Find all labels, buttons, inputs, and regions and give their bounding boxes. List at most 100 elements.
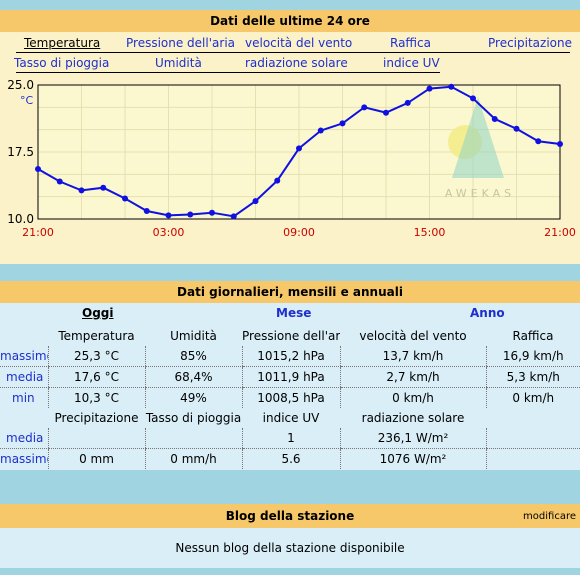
cell: 17,6 °C bbox=[47, 366, 145, 388]
cell: 1015,2 hPa bbox=[241, 346, 340, 367]
table-row: min 10,3 °C 49% 1008,5 hPa 0 km/h 0 km/h bbox=[0, 387, 580, 408]
cell: 2,7 km/h bbox=[339, 366, 486, 388]
y-axis: 25.0 17.5 10.0 °C bbox=[7, 78, 34, 226]
data-point bbox=[122, 195, 128, 202]
col-header: Raffica bbox=[512, 329, 554, 343]
cell: 1 bbox=[241, 428, 340, 449]
data-point bbox=[557, 140, 563, 147]
table-row: media 1 236,1 W/m² bbox=[0, 428, 580, 449]
data-point bbox=[470, 95, 476, 102]
x-tick-label: 21:00 bbox=[544, 226, 576, 239]
row-label: massimo bbox=[0, 452, 48, 466]
tab-precipitazione[interactable]: Precipitazione bbox=[488, 36, 572, 50]
tab-divider-2 bbox=[16, 72, 440, 73]
data-point bbox=[317, 127, 324, 134]
period-today-link[interactable]: Oggi bbox=[82, 306, 114, 320]
data-point bbox=[100, 184, 107, 191]
col-header: indice UV bbox=[262, 411, 320, 425]
section-header-24h: Dati delle ultime 24 ore bbox=[0, 10, 580, 32]
cell: 0 km/h bbox=[485, 387, 580, 408]
cell bbox=[47, 428, 145, 449]
data-point bbox=[296, 145, 302, 152]
cell bbox=[485, 448, 580, 469]
section-header-blog: Blog della stazione bbox=[0, 504, 580, 528]
row-label: media bbox=[0, 428, 48, 449]
data-point bbox=[535, 138, 542, 145]
cell: 5,3 km/h bbox=[485, 366, 580, 388]
row-label: massimo bbox=[0, 346, 48, 367]
data-point bbox=[491, 115, 498, 122]
col-header: Temperatura bbox=[58, 329, 135, 343]
table-header-row: Precipitazione Tasso di pioggia indice U… bbox=[0, 408, 580, 428]
tab-indice-uv[interactable]: indice UV bbox=[383, 56, 440, 70]
data-point bbox=[56, 178, 63, 185]
data-point bbox=[165, 212, 172, 219]
cell: 0 km/h bbox=[339, 387, 486, 408]
data-point bbox=[35, 165, 41, 172]
plot-frame bbox=[37, 84, 561, 220]
awekas-watermark: AWEKAS bbox=[445, 97, 515, 200]
period-month-link[interactable]: Mese bbox=[276, 306, 312, 320]
cell: 16,9 km/h bbox=[485, 346, 580, 367]
col-header: Tasso di pioggia bbox=[145, 411, 242, 425]
y-tick-label: 10.0 bbox=[7, 212, 34, 226]
stats-table-1: Temperatura Umidità Pressione dell'aria … bbox=[0, 326, 580, 408]
tab-umidita[interactable]: Umidità bbox=[155, 56, 202, 70]
tab-pressione[interactable]: Pressione dell'aria bbox=[126, 36, 236, 50]
data-point bbox=[230, 213, 237, 220]
table-row: massimo 0 mm 0 mm/h 5.6 1076 W/m² bbox=[0, 448, 580, 469]
col-header: Umidità bbox=[170, 329, 217, 343]
blog-empty-message: Nessun blog della stazione disponibile bbox=[0, 528, 580, 568]
col-header: Pressione dell'aria bbox=[242, 329, 340, 343]
tab-raffica[interactable]: Raffica bbox=[390, 36, 431, 50]
tab-tasso-pioggia[interactable]: Tasso di pioggia bbox=[14, 56, 110, 70]
cell: 1011,9 hPa bbox=[241, 366, 340, 388]
data-point bbox=[339, 120, 346, 127]
x-axis: 21:00 03:00 09:00 15:00 21:00 bbox=[22, 226, 576, 239]
y-tick-label: 17.5 bbox=[7, 145, 34, 159]
period-year-link[interactable]: Anno bbox=[470, 306, 505, 320]
data-point bbox=[78, 187, 85, 194]
cell: 25,3 °C bbox=[47, 346, 145, 367]
cell: 236,1 W/m² bbox=[339, 428, 486, 449]
row-label: min bbox=[12, 391, 35, 405]
edit-blog-link[interactable]: modificare bbox=[523, 511, 576, 522]
data-point bbox=[426, 85, 433, 92]
data-point bbox=[252, 198, 259, 205]
x-tick-label: 15:00 bbox=[414, 226, 446, 239]
cell: 1076 W/m² bbox=[339, 448, 486, 469]
x-tick-label: 03:00 bbox=[153, 226, 185, 239]
data-point bbox=[143, 207, 150, 214]
table-row: media 17,6 °C 68,4% 1011,9 hPa 2,7 km/h … bbox=[0, 366, 580, 388]
tab-radiazione-solare[interactable]: radiazione solare bbox=[245, 56, 348, 70]
cell bbox=[485, 428, 580, 449]
data-point bbox=[361, 104, 368, 111]
cell bbox=[144, 428, 242, 449]
x-tick-label: 09:00 bbox=[283, 226, 315, 239]
x-tick-label: 21:00 bbox=[22, 226, 54, 239]
data-point bbox=[209, 209, 215, 216]
cell: 5.6 bbox=[241, 448, 340, 469]
col-header: Precipitazione bbox=[54, 411, 139, 425]
cell: 68,4% bbox=[144, 366, 242, 388]
table-row: massimo 25,3 °C 85% 1015,2 hPa 13,7 km/h… bbox=[0, 346, 580, 367]
table-header-row: Temperatura Umidità Pressione dell'aria … bbox=[0, 326, 580, 346]
y-unit-label: °C bbox=[20, 94, 34, 107]
tab-divider bbox=[16, 52, 570, 53]
blog-title: Blog della stazione bbox=[225, 509, 355, 523]
cell: 85% bbox=[144, 346, 242, 367]
data-point bbox=[404, 99, 411, 106]
cell: 49% bbox=[144, 387, 242, 408]
watermark-text: AWEKAS bbox=[445, 187, 515, 200]
data-point bbox=[187, 211, 194, 218]
temperature-chart: AWEKAS 25.0 17.5 10.0 °C 21:00 03:00 09:00 15:… bbox=[7, 78, 576, 239]
cell: 13,7 km/h bbox=[339, 346, 486, 367]
col-header bbox=[486, 408, 580, 428]
y-tick-label: 25.0 bbox=[7, 78, 34, 92]
stats-table-2: Precipitazione Tasso di pioggia indice U… bbox=[0, 408, 580, 469]
tab-velocita-vento[interactable]: velocità del vento bbox=[245, 36, 353, 50]
cell: 0 mm/h bbox=[144, 448, 242, 469]
cell: 1008,5 hPa bbox=[241, 387, 340, 408]
data-point bbox=[383, 109, 389, 116]
tab-temperatura[interactable]: Temperatura bbox=[24, 36, 101, 50]
